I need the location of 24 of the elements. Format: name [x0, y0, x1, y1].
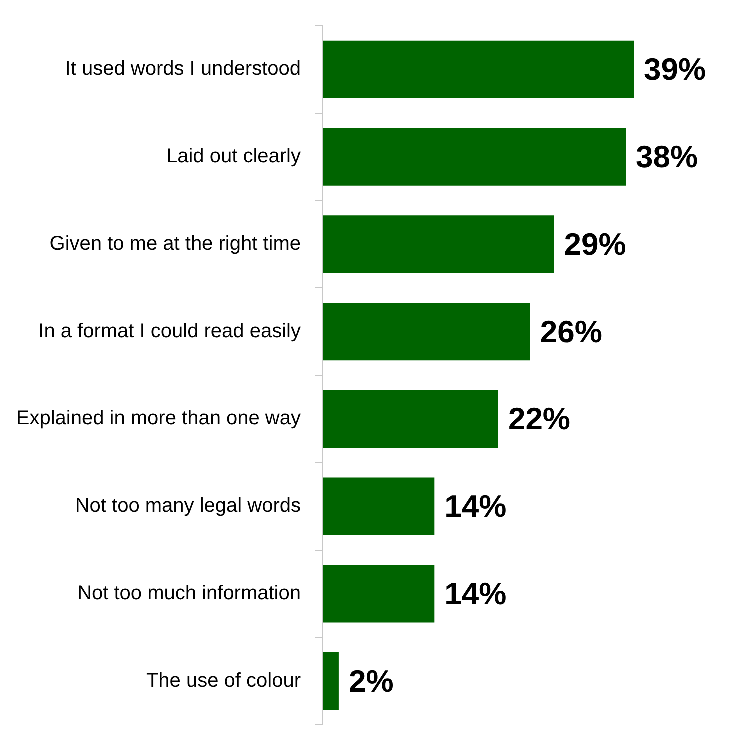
y-tick-label: Not too much information — [78, 582, 301, 604]
bar — [323, 478, 435, 536]
data-label: 22% — [508, 402, 570, 437]
y-tick-label: Given to me at the right time — [50, 232, 301, 255]
y-tick-label: In a format I could read easily — [38, 320, 301, 342]
bar — [323, 565, 435, 623]
data-label: 14% — [444, 489, 507, 524]
data-label: 29% — [564, 226, 626, 262]
data-label: 14% — [444, 576, 507, 612]
y-tick-label: Explained in more than one way — [16, 408, 301, 430]
bar — [323, 390, 498, 448]
y-tick-label: Not too many legal words — [75, 495, 301, 518]
bar — [323, 128, 626, 186]
bar — [323, 652, 339, 710]
bar — [323, 216, 554, 274]
bar — [323, 40, 634, 99]
data-label: 2% — [348, 664, 394, 699]
bar — [323, 302, 530, 361]
data-label: 39% — [644, 52, 706, 88]
y-tick-label: The use of colour — [146, 670, 302, 692]
data-label: 26% — [540, 314, 602, 350]
data-label: 38% — [636, 140, 698, 175]
y-tick-label: It used words I understood — [65, 58, 301, 80]
y-tick-label: Laid out clearly — [166, 146, 301, 168]
